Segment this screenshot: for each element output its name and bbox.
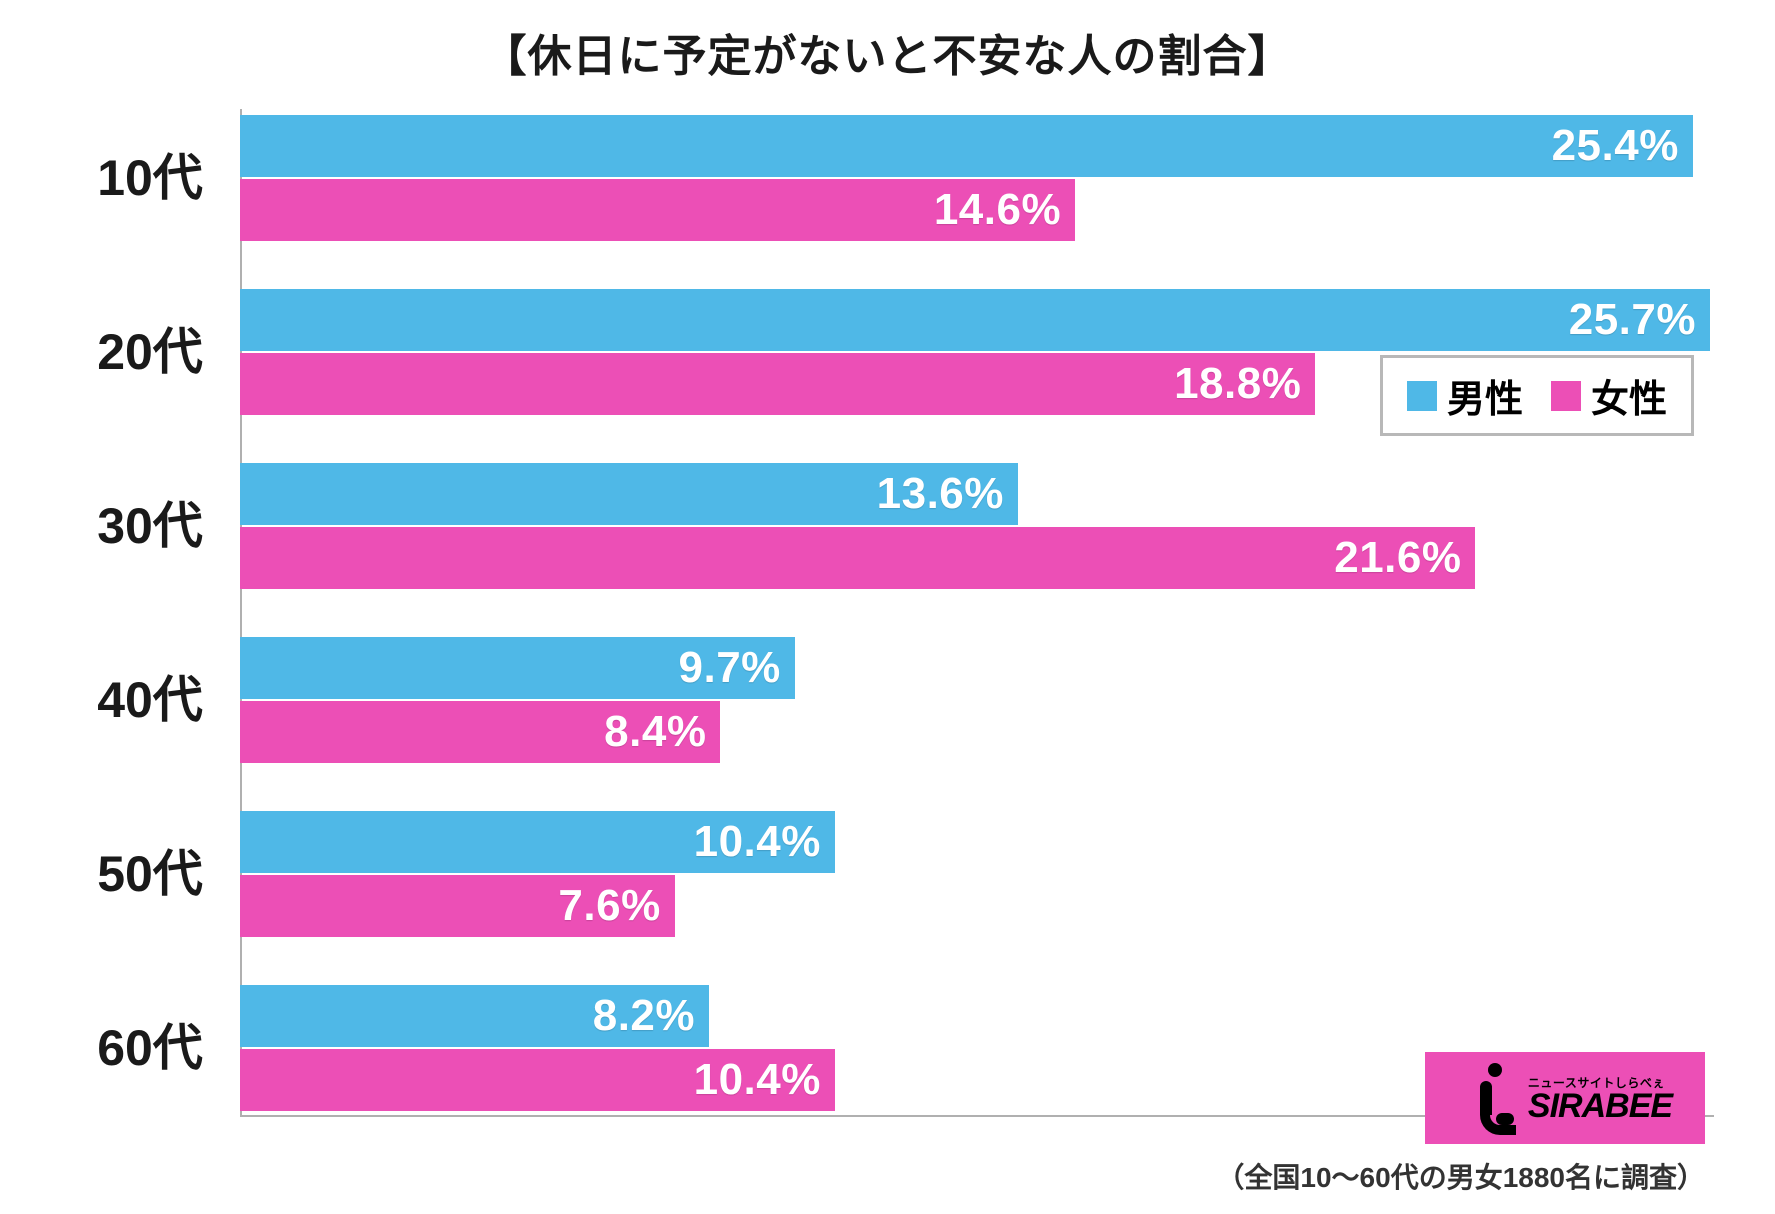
bar-value-label: 18.8%	[1174, 359, 1301, 409]
bar: 7.6%	[240, 875, 675, 937]
category-label: 20代	[60, 327, 240, 377]
category-label: 10代	[60, 153, 240, 203]
legend-item: 女性	[1551, 368, 1667, 423]
bar: 21.6%	[240, 527, 1475, 589]
bar-value-label: 25.4%	[1552, 121, 1679, 171]
logo-mark-icon	[1466, 1063, 1522, 1133]
bar: 14.6%	[240, 179, 1075, 241]
logo-wordmark: SIRABEE	[1528, 1089, 1672, 1123]
bar: 8.2%	[240, 985, 709, 1047]
bar-value-label: 7.6%	[558, 881, 660, 931]
bar-group: 40代 9.7% 8.4%	[60, 637, 1710, 763]
bar-chart: 10代 25.4% 14.6% 20代 25.7% 18.8% 30代 13.6% 21.6% 4…	[60, 115, 1710, 1125]
footer-note: （全国10〜60代の男女1880名に調査）	[1216, 1156, 1705, 1196]
bar-value-label: 10.4%	[694, 817, 821, 867]
bar: 10.4%	[240, 1049, 835, 1111]
legend-swatch-icon	[1407, 381, 1437, 411]
bar-value-label: 10.4%	[694, 1055, 821, 1105]
bar-value-label: 25.7%	[1569, 295, 1696, 345]
bar-group: 10代 25.4% 14.6%	[60, 115, 1710, 241]
bar-value-label: 8.2%	[593, 991, 695, 1041]
bar: 25.7%	[240, 289, 1710, 351]
bar: 8.4%	[240, 701, 720, 763]
bar: 10.4%	[240, 811, 835, 873]
bar: 18.8%	[240, 353, 1315, 415]
category-label: 50代	[60, 849, 240, 899]
bar: 25.4%	[240, 115, 1693, 177]
legend-label: 男性	[1447, 368, 1523, 423]
category-label: 60代	[60, 1023, 240, 1073]
category-label: 30代	[60, 501, 240, 551]
category-label: 40代	[60, 675, 240, 725]
y-axis-line	[240, 109, 242, 1117]
chart-title: 【休日に予定がないと不安な人の割合】	[0, 20, 1775, 84]
bar-group: 50代 10.4% 7.6%	[60, 811, 1710, 937]
legend-swatch-icon	[1551, 381, 1581, 411]
bar-value-label: 13.6%	[877, 469, 1004, 519]
chart-stage: 【休日に予定がないと不安な人の割合】 10代 25.4% 14.6% 20代 25.7%…	[0, 0, 1775, 1214]
bar-value-label: 21.6%	[1334, 533, 1461, 583]
bar-group: 30代 13.6% 21.6%	[60, 463, 1710, 589]
legend-label: 女性	[1591, 368, 1667, 423]
bar: 13.6%	[240, 463, 1018, 525]
legend: 男性 女性	[1380, 355, 1694, 436]
logo-text-wrap: ニュースサイトしらべぇ SIRABEE	[1528, 1074, 1672, 1123]
bar-value-label: 9.7%	[679, 643, 781, 693]
legend-item: 男性	[1407, 368, 1523, 423]
bar-value-label: 14.6%	[934, 185, 1061, 235]
bar: 9.7%	[240, 637, 795, 699]
brand-logo: ニュースサイトしらべぇ SIRABEE	[1425, 1052, 1705, 1144]
bar-value-label: 8.4%	[604, 707, 706, 757]
